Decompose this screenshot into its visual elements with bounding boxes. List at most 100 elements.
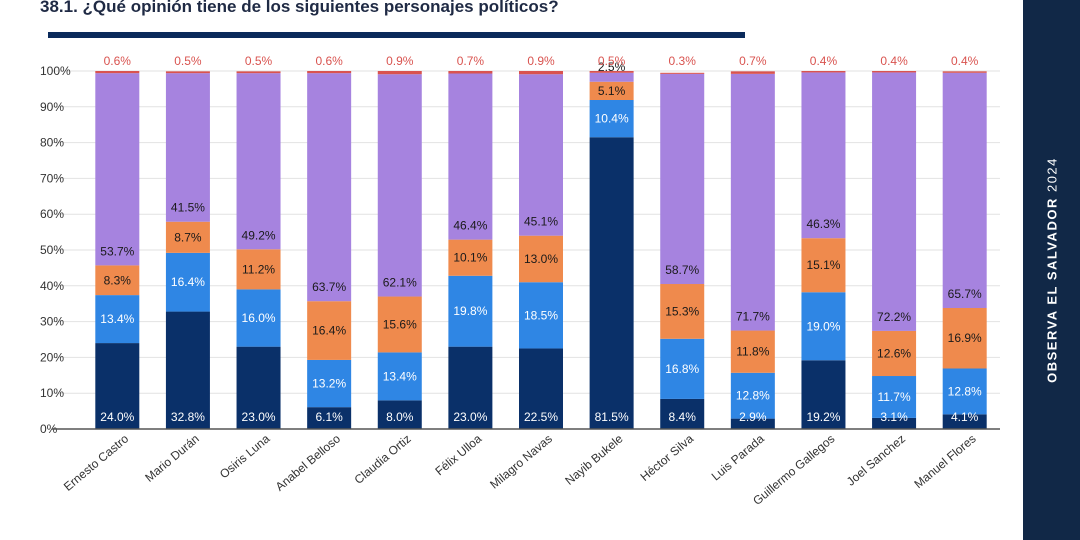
bar-segment bbox=[236, 249, 281, 290]
data-label: 12.8% bbox=[948, 384, 982, 398]
bar-segment bbox=[95, 343, 140, 429]
bar-segment bbox=[165, 71, 210, 74]
bar-segment bbox=[801, 292, 846, 361]
y-tick-label: 60% bbox=[40, 207, 64, 221]
bar-segment bbox=[872, 330, 917, 377]
data-label: 13.0% bbox=[524, 252, 558, 266]
x-category-label: Milagro Navas bbox=[487, 432, 555, 492]
bar-segment bbox=[377, 352, 422, 401]
y-tick-label: 10% bbox=[40, 386, 64, 400]
bar-segment bbox=[589, 71, 634, 73]
data-label: 12.6% bbox=[877, 346, 911, 360]
y-tick-label: 80% bbox=[40, 136, 64, 150]
bar-segment bbox=[942, 72, 987, 308]
chart-title: 38.1. ¿Qué opinión tiene de los siguient… bbox=[40, 0, 559, 16]
bar-segment bbox=[165, 221, 210, 253]
data-label: 72.2% bbox=[877, 310, 911, 324]
x-category-label: Joel Sanchez bbox=[844, 432, 908, 489]
bar-segment bbox=[730, 418, 775, 429]
bar-segment bbox=[589, 137, 634, 430]
data-label: 65.7% bbox=[948, 287, 982, 301]
side-panel bbox=[1023, 0, 1080, 540]
bar-segment bbox=[730, 330, 775, 373]
bar-segment bbox=[448, 71, 493, 74]
data-label: 8.7% bbox=[174, 230, 202, 244]
data-label: 24.0% bbox=[100, 410, 134, 424]
bar-segment bbox=[942, 414, 987, 429]
x-category-label: Mario Durán bbox=[142, 432, 202, 485]
bar-segment bbox=[660, 338, 705, 399]
data-label: 62.1% bbox=[383, 276, 417, 290]
bar-segment bbox=[448, 73, 493, 240]
data-label: 63.7% bbox=[312, 280, 346, 294]
bar-segment bbox=[801, 360, 846, 429]
bar-segment bbox=[942, 307, 987, 369]
bar-segment bbox=[801, 71, 846, 73]
data-label: 16.4% bbox=[312, 324, 346, 338]
data-label: 0.3% bbox=[669, 54, 697, 68]
bar-segment bbox=[801, 72, 846, 239]
bar-segment bbox=[448, 275, 493, 347]
data-label: 8.3% bbox=[104, 273, 132, 287]
bar-segment bbox=[942, 368, 987, 415]
bar-segment bbox=[236, 73, 281, 250]
data-label: 16.4% bbox=[171, 275, 205, 289]
bar-segment bbox=[377, 74, 422, 297]
bar-segment bbox=[519, 71, 563, 75]
y-tick-label: 30% bbox=[40, 315, 64, 329]
y-tick-label: 40% bbox=[40, 279, 64, 293]
data-label: 0.5% bbox=[245, 54, 273, 68]
bar-segment bbox=[801, 238, 846, 293]
data-label: 0.4% bbox=[880, 54, 908, 68]
data-label: 58.7% bbox=[665, 263, 699, 277]
data-label: 15.1% bbox=[806, 258, 840, 272]
bar-segment bbox=[448, 239, 493, 276]
y-tick-label: 100% bbox=[40, 64, 71, 78]
bar-segment bbox=[448, 346, 493, 429]
data-label: 0.5% bbox=[598, 54, 626, 68]
data-label: 12.8% bbox=[736, 389, 770, 403]
y-tick-label: 90% bbox=[40, 100, 64, 114]
data-label: 3.1% bbox=[880, 410, 908, 424]
bar-segment bbox=[519, 282, 563, 349]
bar-segment bbox=[307, 73, 352, 302]
bar-segment bbox=[730, 372, 775, 419]
bar-segment bbox=[589, 99, 634, 138]
data-label: 18.5% bbox=[524, 308, 558, 322]
bar-segment bbox=[872, 72, 917, 331]
bar-segment bbox=[660, 72, 705, 74]
x-category-label: Ernesto Castro bbox=[61, 431, 132, 493]
data-label: 0.7% bbox=[739, 54, 767, 68]
bar-segment bbox=[872, 71, 917, 73]
data-label: 16.0% bbox=[242, 311, 276, 325]
y-tick-label: 20% bbox=[40, 350, 64, 364]
bar-segment bbox=[236, 71, 281, 74]
data-label: 53.7% bbox=[100, 244, 134, 258]
bar-segment bbox=[377, 296, 422, 353]
x-category-label: Osiris Luna bbox=[217, 431, 273, 481]
bar-segment bbox=[519, 348, 563, 429]
data-label: 32.8% bbox=[171, 410, 205, 424]
side-label: OBSERVA EL SALVADOR 2024 bbox=[1045, 157, 1060, 383]
bar-segment bbox=[95, 295, 140, 344]
x-category-label: Luis Parada bbox=[709, 431, 767, 483]
y-tick-label: 70% bbox=[40, 171, 64, 185]
bar-segment bbox=[942, 71, 987, 73]
x-category-label: Nayib Bukele bbox=[562, 431, 625, 487]
data-label: 0.9% bbox=[527, 54, 555, 68]
data-label: 19.8% bbox=[453, 304, 487, 318]
bar-segment bbox=[95, 265, 140, 296]
data-label: 2.9% bbox=[739, 410, 767, 424]
bar-segment bbox=[519, 74, 563, 236]
data-label: 0.5% bbox=[174, 54, 202, 68]
data-label: 15.3% bbox=[665, 304, 699, 318]
data-label: 11.7% bbox=[878, 390, 911, 404]
data-label: 10.1% bbox=[453, 251, 487, 265]
bar-segment bbox=[660, 284, 705, 339]
data-label: 19.0% bbox=[806, 319, 840, 333]
data-label: 2.5% bbox=[598, 60, 626, 74]
y-tick-label: 50% bbox=[40, 243, 64, 257]
data-label: 11.8% bbox=[736, 345, 769, 359]
bar-segment bbox=[377, 71, 422, 75]
data-label: 15.6% bbox=[383, 317, 417, 331]
